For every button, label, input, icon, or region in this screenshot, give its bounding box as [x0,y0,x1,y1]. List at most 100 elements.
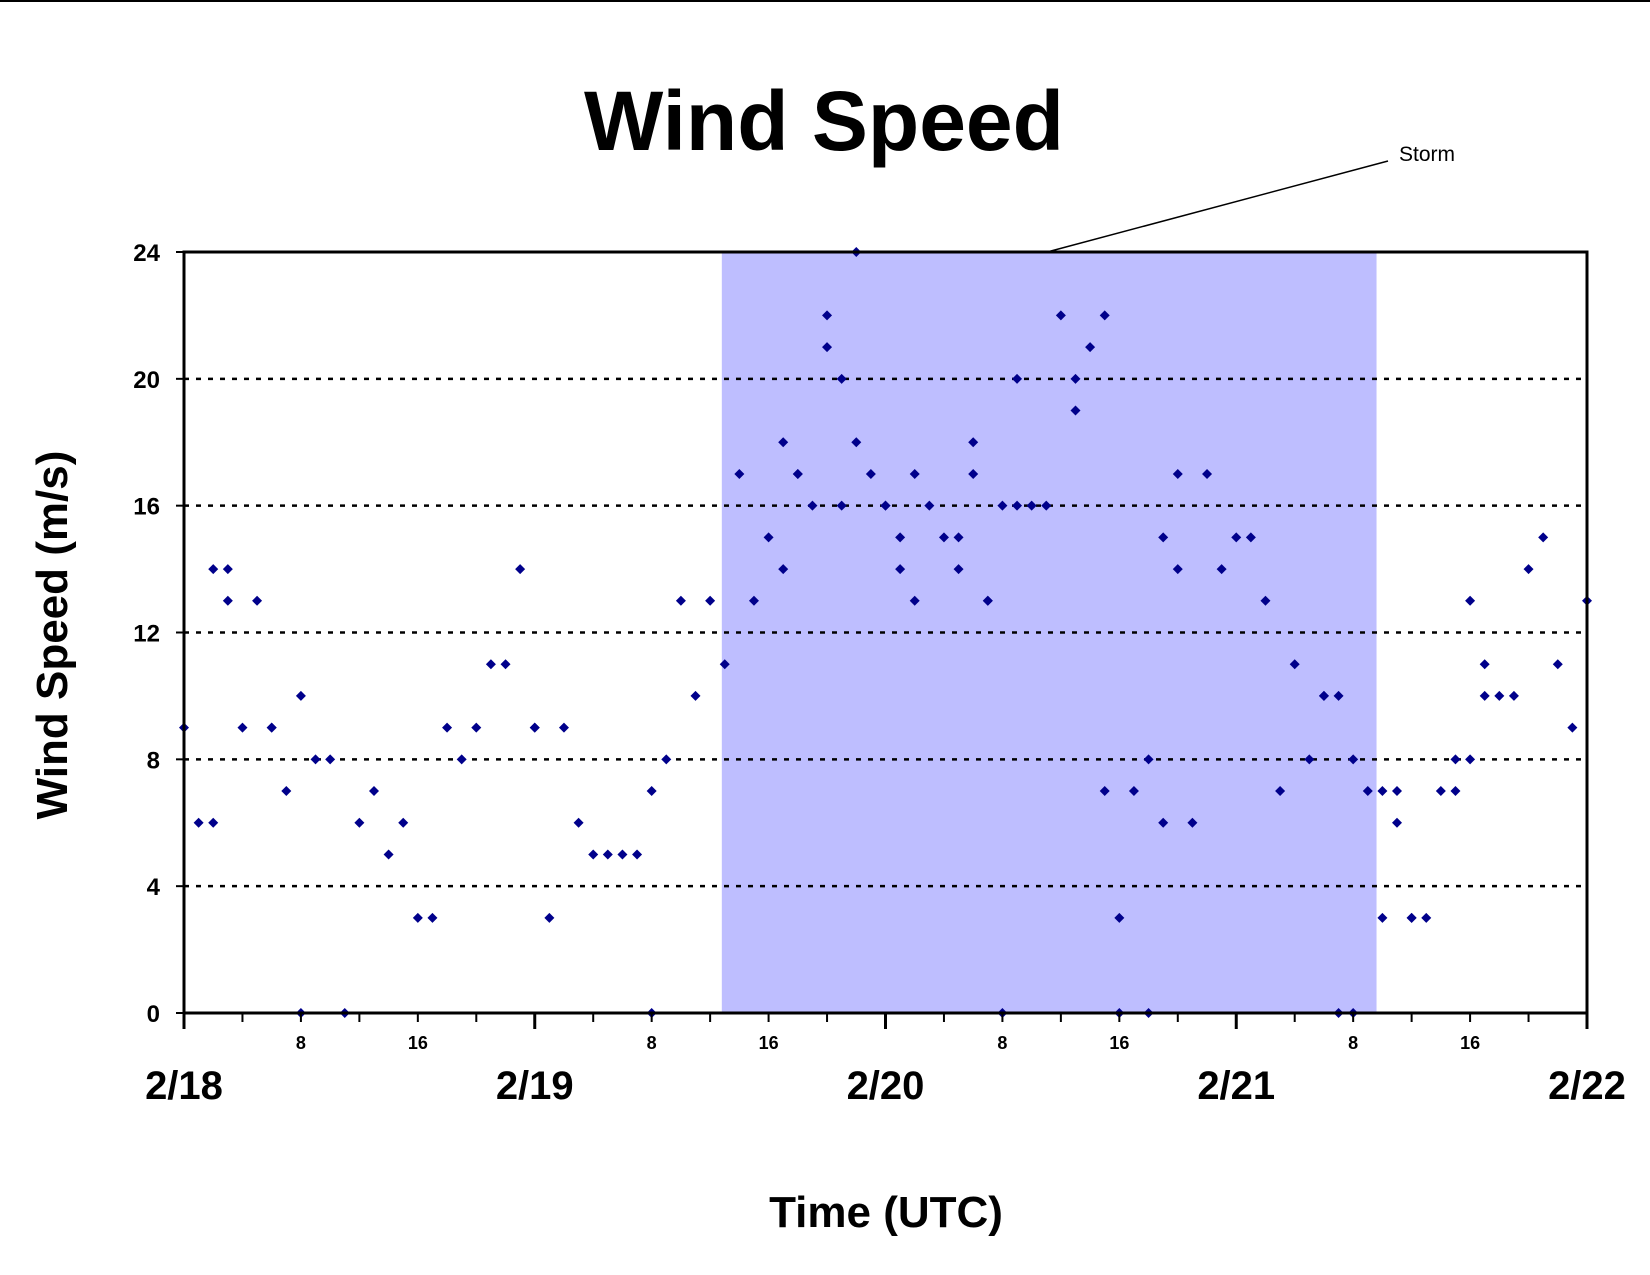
y-tick-label: 24 [133,240,160,267]
data-point [529,722,540,733]
data-point [880,500,891,511]
data-point [997,500,1008,511]
data-point [1304,754,1315,765]
data-point [208,817,219,828]
data-point [500,659,511,670]
x-day-label: 2/21 [1197,1064,1275,1108]
data-point [865,468,876,479]
data-point [1172,564,1183,575]
data-point [953,532,964,543]
x-ticks: 8 16 8 16 8 16 8 16 2/18 2/19 2/20 2/21 2/22 [145,1013,1626,1108]
data-point [1216,564,1227,575]
data-point [982,595,993,606]
data-point [968,468,979,479]
data-point [1099,786,1110,797]
data-point [938,532,949,543]
data-point [1479,659,1490,670]
data-point [1333,690,1344,701]
data-point [1552,659,1563,670]
data-point [763,532,774,543]
data-point [1275,786,1286,797]
data-point [1392,817,1403,828]
data-point [1538,532,1549,543]
y-tick-label: 0 [147,1001,160,1028]
x-day-label: 2/22 [1548,1064,1626,1108]
data-point [792,468,803,479]
data-point [325,754,336,765]
data-point [1377,786,1388,797]
data-point [252,595,263,606]
data-point [471,722,482,733]
x-day-label: 2/20 [847,1064,925,1108]
data-point [1172,468,1183,479]
data-point [1070,405,1081,416]
data-point [515,564,526,575]
y-tick-label: 8 [147,747,160,774]
data-point [778,437,789,448]
data-point [208,564,219,575]
data-point [836,373,847,384]
data-point [1143,754,1154,765]
data-point [456,754,467,765]
x-hour-label: 8 [1348,1033,1358,1053]
data-point [1187,817,1198,828]
data-point [1523,564,1534,575]
data-point [953,564,964,575]
y-tick-label: 16 [133,494,160,521]
data-point [1260,595,1271,606]
data-point [822,342,833,353]
data-point [1465,595,1476,606]
data-point [1099,310,1110,321]
x-hour-label: 16 [1460,1033,1480,1053]
data-point [1128,786,1139,797]
data-point [193,817,204,828]
data-point [1012,500,1023,511]
data-point [661,754,672,765]
data-point [427,912,438,923]
data-point [1289,659,1300,670]
y-ticks: 0 4 8 12 16 20 24 [133,240,184,1028]
data-point [968,437,979,448]
x-hour-label: 16 [1109,1033,1129,1053]
data-point [836,500,847,511]
data-point [266,722,277,733]
data-point [1318,690,1329,701]
data-point [222,595,233,606]
data-point [1202,468,1213,479]
data-point [807,500,818,511]
x-hour-label: 8 [647,1033,657,1053]
data-point [1026,500,1037,511]
data-point [1231,532,1242,543]
data-point [1406,912,1417,923]
data-point [588,849,599,860]
storm-annotation-leader [1046,160,1389,253]
data-point [851,437,862,448]
x-hour-label: 8 [997,1033,1007,1053]
y-tick-label: 4 [147,874,161,901]
data-point [1450,786,1461,797]
chart-title: Wind Speed [584,74,1064,168]
data-point [354,817,365,828]
data-point [1362,786,1373,797]
data-point [602,849,613,860]
data-point [822,310,833,321]
y-tick-label: 20 [133,367,160,394]
data-point [895,564,906,575]
data-points [179,247,1592,1018]
data-point [1348,754,1359,765]
data-point [1377,912,1388,923]
y-tick-label: 12 [133,621,160,648]
data-point [690,690,701,701]
data-point [544,912,555,923]
data-point [778,564,789,575]
data-point [1508,690,1519,701]
data-point [1494,690,1505,701]
data-point [719,659,730,670]
data-point [1392,786,1403,797]
data-point [924,500,935,511]
data-point [1435,786,1446,797]
data-point [1421,912,1432,923]
plot-area: 8 16 8 16 8 16 8 16 2/18 2/19 2/20 2/21 2/22 0 4 8 12 16… [133,240,1626,1108]
x-day-label: 2/19 [496,1064,574,1108]
